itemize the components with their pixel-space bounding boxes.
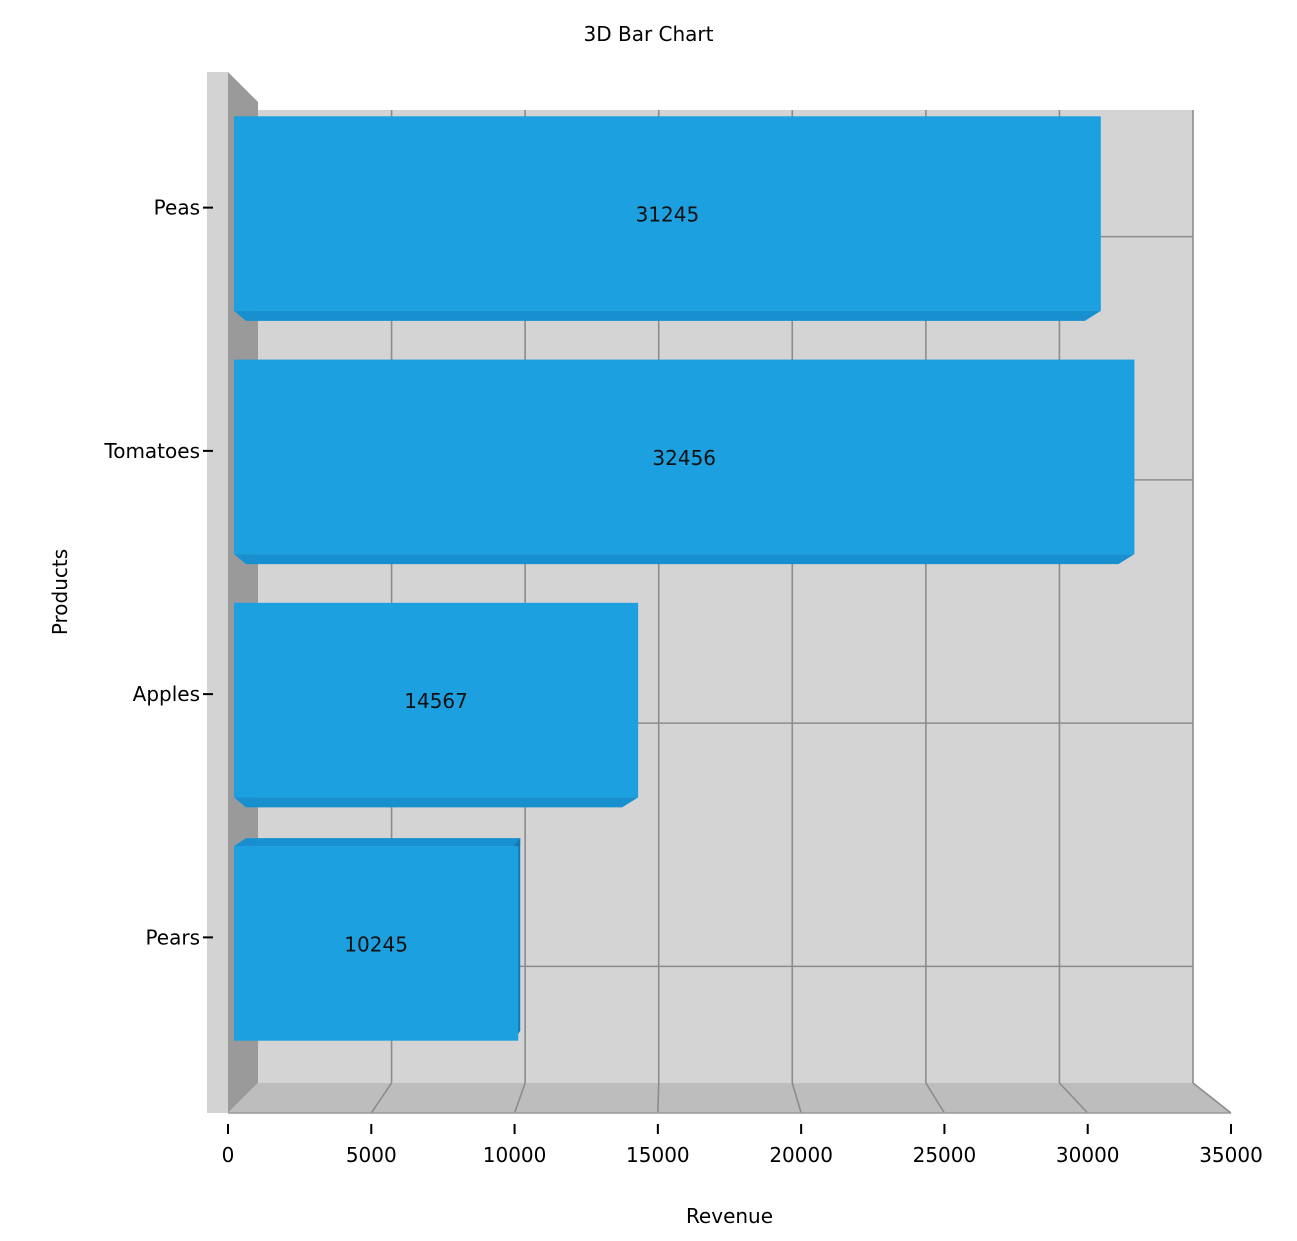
bar-value-label: 31245 (636, 203, 700, 227)
gridline-floor (1058, 1082, 1089, 1114)
chart-title: 3D Bar Chart (583, 22, 714, 46)
bar-bottom-face (234, 797, 639, 808)
x-tick-label: 15000 (626, 1143, 690, 1167)
x-tick-label: 0 (222, 1143, 235, 1167)
bar-value-label: 10245 (344, 932, 408, 956)
gridline-floor (513, 1082, 526, 1114)
bar-bottom-face (234, 310, 1101, 321)
bar-bottom-face (234, 554, 1135, 565)
x-tick-label: 5000 (346, 1143, 397, 1167)
side-wall-outer (207, 72, 228, 1113)
bar-value-label: 32456 (652, 446, 716, 470)
gridline-floor (657, 1082, 660, 1114)
y-tick-label: Apples (133, 682, 200, 706)
bar-front-face (234, 846, 519, 1041)
x-axis-label: Revenue (685, 1204, 774, 1228)
bar-top-face (234, 838, 521, 847)
floor (228, 1083, 1231, 1113)
gridline-floor (1192, 1082, 1232, 1114)
bar-apples: 14567 (234, 602, 639, 808)
x-tick-label: 20000 (769, 1143, 833, 1167)
x-tick-label: 35000 (1199, 1143, 1263, 1167)
bar-peas: 31245 (234, 116, 1101, 321)
bar-front-face (234, 602, 639, 798)
y-tick-label: Pears (145, 925, 200, 949)
gridline-floor (370, 1082, 393, 1114)
x-axis: 0 5000 10000 15000 20000 25000 30000 35000 (222, 1124, 1263, 1167)
y-tick-label: Peas (154, 196, 200, 220)
x-tick-label: 10000 (483, 1143, 547, 1167)
bar-front-face (234, 116, 1101, 311)
x-tick-label: 30000 (1056, 1143, 1120, 1167)
bar-front-face (234, 359, 1135, 555)
bar-pears: 10245 (234, 838, 521, 1041)
x-tick-label: 25000 (913, 1143, 977, 1167)
y-axis: Peas Tomatoes Apples Pears (103, 196, 213, 949)
y-tick-label: Tomatoes (103, 439, 200, 463)
bar-value-label: 14567 (404, 689, 468, 713)
gridline-floor (791, 1082, 802, 1114)
bar-tomatoes: 32456 (234, 359, 1135, 565)
gridline-floor (925, 1082, 946, 1114)
